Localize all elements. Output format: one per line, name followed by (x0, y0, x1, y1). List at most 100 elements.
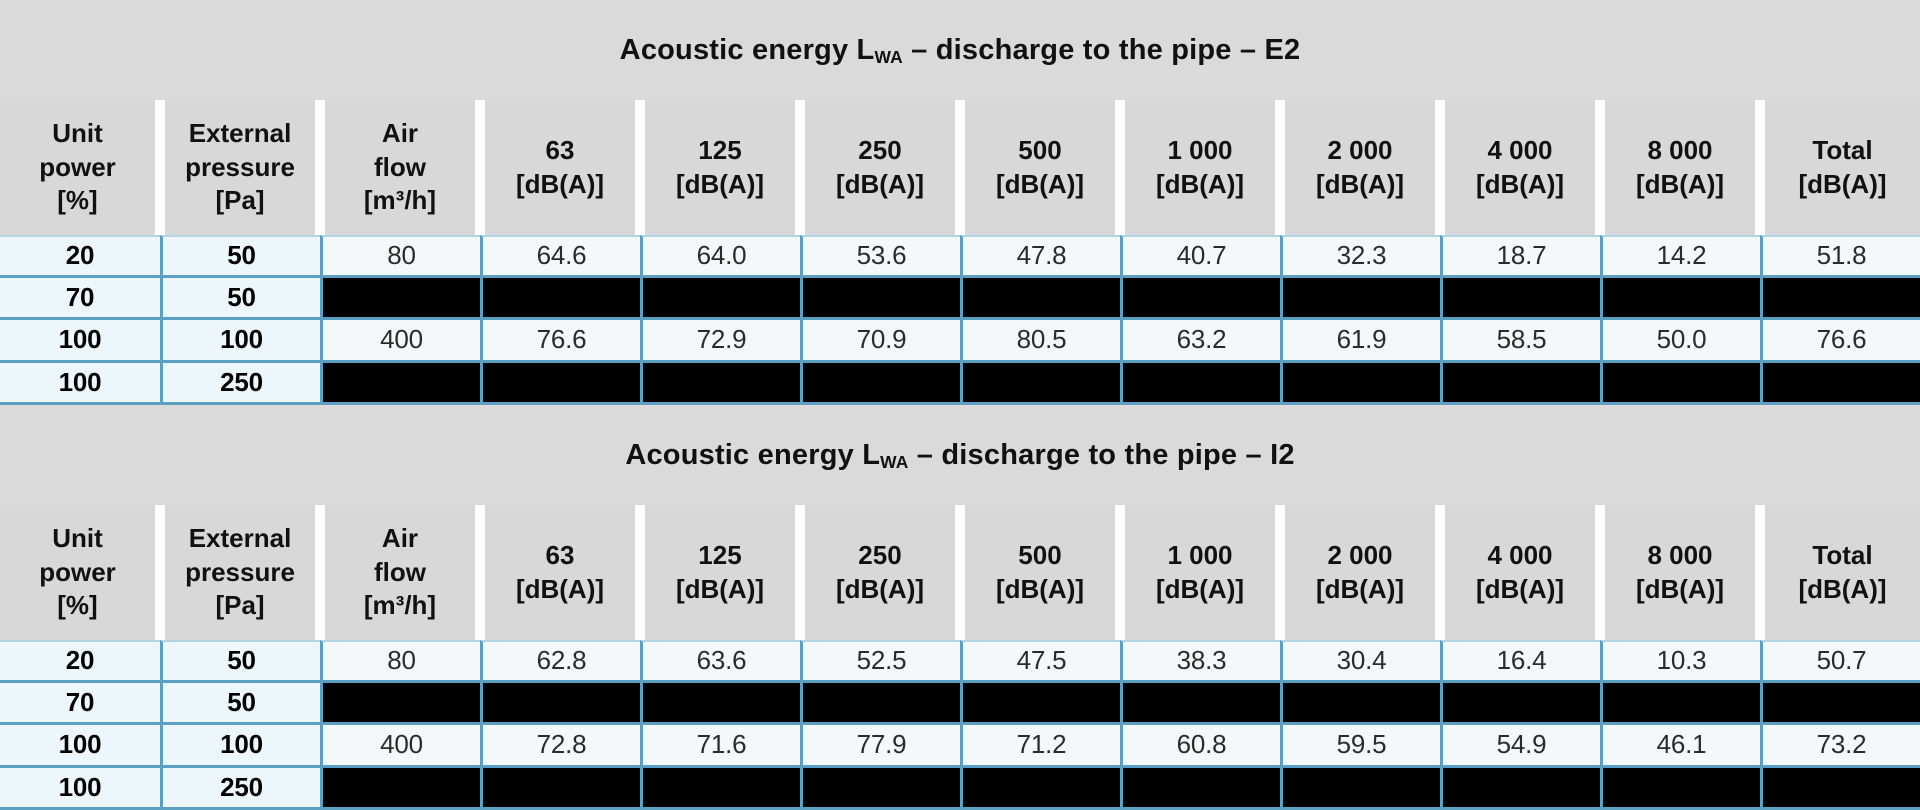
column-header: 250 [dB(A)] (800, 100, 960, 235)
redacted-cell (800, 683, 960, 726)
external-pressure-cell: 50 (160, 278, 320, 321)
redacted-cell (960, 683, 1120, 726)
column-header: 125 [dB(A)] (640, 100, 800, 235)
column-header: 63 [dB(A)] (480, 505, 640, 640)
redacted-cell (1280, 683, 1440, 726)
value-cell: 52.5 (800, 640, 960, 683)
redacted-cell (1760, 768, 1920, 810)
redacted-cell (320, 278, 480, 321)
column-header: 8 000 [dB(A)] (1600, 100, 1760, 235)
value-cell: 30.4 (1280, 640, 1440, 683)
external-pressure-cell: 50 (160, 683, 320, 726)
value-cell: 71.6 (640, 725, 800, 768)
column-header: 4 000 [dB(A)] (1440, 505, 1600, 640)
redacted-cell (960, 363, 1120, 406)
table-title-band: Acoustic energy LWA – discharge to the p… (0, 405, 1920, 505)
column-header: 500 [dB(A)] (960, 100, 1120, 235)
redacted-cell (800, 363, 960, 406)
redacted-cell (1760, 683, 1920, 726)
value-cell: 76.6 (1760, 320, 1920, 363)
value-cell: 60.8 (1120, 725, 1280, 768)
column-header: 63 [dB(A)] (480, 100, 640, 235)
table-title-band: Acoustic energy LWA – discharge to the p… (0, 0, 1920, 100)
value-cell: 47.5 (960, 640, 1120, 683)
redacted-cell (1760, 363, 1920, 406)
value-cell: 71.2 (960, 725, 1120, 768)
redacted-cell (1600, 768, 1760, 810)
column-header: 8 000 [dB(A)] (1600, 505, 1760, 640)
column-header: Air flow [m³/h] (320, 505, 480, 640)
redacted-cell (800, 768, 960, 810)
value-cell: 400 (320, 725, 480, 768)
value-cell: 59.5 (1280, 725, 1440, 768)
redacted-cell (1120, 363, 1280, 406)
redacted-cell (1760, 278, 1920, 321)
redacted-cell (1600, 683, 1760, 726)
value-cell: 80 (320, 235, 480, 278)
column-header: Total [dB(A)] (1760, 100, 1920, 235)
value-cell: 72.9 (640, 320, 800, 363)
unit-power-cell: 70 (0, 683, 160, 726)
unit-power-cell: 100 (0, 320, 160, 363)
table-title: Acoustic energy LWA – discharge to the p… (620, 34, 1301, 67)
value-cell: 38.3 (1120, 640, 1280, 683)
value-cell: 64.0 (640, 235, 800, 278)
value-cell: 18.7 (1440, 235, 1600, 278)
title-text-suffix: – discharge to the pipe – I2 (909, 439, 1295, 471)
redacted-cell (480, 363, 640, 406)
unit-power-cell: 70 (0, 278, 160, 321)
value-cell: 10.3 (1600, 640, 1760, 683)
value-cell: 53.6 (800, 235, 960, 278)
redacted-cell (640, 363, 800, 406)
value-cell: 77.9 (800, 725, 960, 768)
external-pressure-cell: 250 (160, 363, 320, 406)
column-header: 125 [dB(A)] (640, 505, 800, 640)
external-pressure-cell: 100 (160, 725, 320, 768)
value-cell: 46.1 (1600, 725, 1760, 768)
unit-power-cell: 20 (0, 235, 160, 278)
value-cell: 61.9 (1280, 320, 1440, 363)
column-header: 1 000 [dB(A)] (1120, 100, 1280, 235)
redacted-cell (640, 683, 800, 726)
value-cell: 72.8 (480, 725, 640, 768)
unit-power-cell: 100 (0, 768, 160, 810)
value-cell: 63.6 (640, 640, 800, 683)
redacted-cell (640, 768, 800, 810)
unit-power-cell: 100 (0, 725, 160, 768)
table-title: Acoustic energy LWA – discharge to the p… (625, 439, 1294, 472)
acoustic-energy-table-e2: Acoustic energy LWA – discharge to the p… (0, 0, 1920, 405)
title-text-suffix: – discharge to the pipe – E2 (903, 34, 1300, 66)
column-header: External pressure [Pa] (160, 505, 320, 640)
redacted-cell (1440, 363, 1600, 406)
redacted-cell (1120, 768, 1280, 810)
external-pressure-cell: 50 (160, 640, 320, 683)
redacted-cell (480, 768, 640, 810)
value-cell: 40.7 (1120, 235, 1280, 278)
unit-power-cell: 100 (0, 363, 160, 406)
value-cell: 50.0 (1600, 320, 1760, 363)
value-cell: 73.2 (1760, 725, 1920, 768)
redacted-cell (1440, 768, 1600, 810)
column-header: Air flow [m³/h] (320, 100, 480, 235)
redacted-cell (1280, 363, 1440, 406)
column-header: 2 000 [dB(A)] (1280, 505, 1440, 640)
value-cell: 16.4 (1440, 640, 1600, 683)
column-header: 250 [dB(A)] (800, 505, 960, 640)
value-cell: 32.3 (1280, 235, 1440, 278)
redacted-cell (1120, 683, 1280, 726)
redacted-cell (480, 278, 640, 321)
redacted-cell (1600, 278, 1760, 321)
title-text: Acoustic energy L (625, 439, 880, 471)
title-subscript: WA (880, 452, 908, 472)
column-header: 4 000 [dB(A)] (1440, 100, 1600, 235)
column-header: Total [dB(A)] (1760, 505, 1920, 640)
redacted-cell (320, 768, 480, 810)
column-header: 1 000 [dB(A)] (1120, 505, 1280, 640)
